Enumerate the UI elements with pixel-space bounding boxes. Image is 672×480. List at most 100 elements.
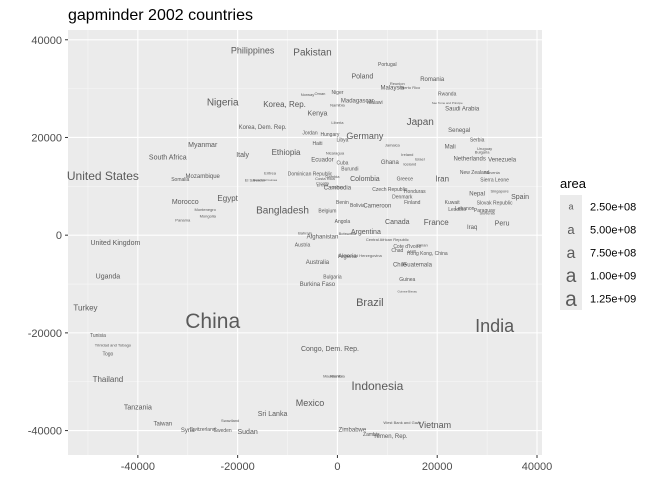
point-label: Netherlands (453, 157, 485, 163)
point-label: Togo (102, 352, 113, 358)
point-label: Ecuador (311, 158, 333, 164)
point-label: Turkey (73, 303, 97, 312)
point-label: Philippines (231, 46, 275, 56)
point-label: Malawi (367, 100, 383, 106)
point-label: Poland (351, 73, 373, 80)
y-axis: -40000 -20000 0 20000 40000 (28, 35, 68, 438)
point-label: Angola (335, 219, 351, 225)
point-label: India (475, 316, 515, 336)
point-label: Greece (397, 177, 414, 183)
point-label: Oman (417, 242, 428, 247)
point-label: Eritrea (317, 183, 330, 188)
point-label: Sao Tome and Principe (432, 101, 463, 105)
point-label: Romania (420, 77, 445, 83)
point-label: Australia (306, 260, 330, 266)
legend-entries: a 2.50e+08 a 5.00e+08 a 7.50e+08 a 1.00e+09 a 1.2… (560, 195, 636, 311)
point-label: France (424, 218, 449, 227)
legend-entry-label: 5.00e+08 (590, 225, 636, 237)
point-label: Oman (315, 91, 326, 96)
point-label: Kenya (308, 110, 328, 117)
point-label: Equatorial Guinea (253, 178, 277, 182)
point-label: Liberia (331, 120, 344, 125)
point-label: Guatemala (403, 263, 433, 269)
point-label: Zambia (363, 432, 380, 438)
point-label: Eritrea (264, 171, 277, 176)
point-label: Jordan (302, 130, 318, 136)
point-label: Algeria (338, 254, 357, 260)
point-label: Thailand (93, 375, 124, 384)
point-label: United States (67, 169, 139, 183)
point-label: Libya (336, 138, 348, 144)
point-label: Zimbabwe (339, 428, 367, 434)
point-label: Canada (385, 219, 410, 226)
legend-title: area (560, 176, 587, 191)
point-label: Cuba (336, 161, 348, 167)
point-label: Morocco (172, 199, 199, 206)
legend-key (560, 264, 582, 287)
y-tick-label: 40000 (31, 35, 62, 47)
point-label: Norway (301, 92, 315, 97)
legend-key-glyph: a (565, 288, 577, 311)
y-tick-label: 0 (56, 230, 62, 242)
point-label: Germany (346, 131, 384, 141)
point-label: Kuwait (445, 200, 461, 206)
point-label: Iran (435, 174, 449, 183)
point-label: Haiti (312, 141, 322, 147)
point-label: Trinidad and Tobago (95, 342, 132, 347)
x-tick-label: -40000 (121, 461, 155, 473)
point-label: United Kingdom (90, 240, 140, 247)
point-label: Belgium (318, 208, 336, 214)
point-label: Sierra Leone (480, 178, 509, 184)
point-label: Puerto Rico (399, 85, 421, 90)
legend-key-glyph: a (566, 266, 577, 287)
point-label: Korea, Dem. Rep. (239, 125, 287, 131)
point-label: Niger (331, 90, 343, 96)
point-label: Chile (393, 263, 407, 269)
point-label: Tanzania (124, 405, 152, 412)
point-label: Botswana (339, 231, 357, 236)
y-tick-label: -20000 (28, 328, 62, 340)
point-label: Rwanda (438, 91, 457, 97)
point-label: Serbia (470, 138, 485, 144)
point-label: Taiwan (153, 421, 172, 427)
point-label: Namibia (330, 103, 345, 108)
point-label: Pakistan (293, 47, 331, 58)
point-label: Nepal (469, 191, 485, 197)
point-label: Slovak Republic (477, 201, 513, 207)
x-tick-label: 20000 (422, 461, 453, 473)
point-label: Bangladesh (256, 205, 309, 216)
point-label: Somalia (171, 177, 189, 183)
point-label: Uganda (96, 274, 121, 281)
point-label: Montenegro (195, 207, 217, 212)
point-label: Cote d'Ivoire (393, 244, 421, 250)
x-tick-label: 0 (334, 461, 340, 473)
point-label: Lesotho (448, 207, 466, 213)
point-label: Slovenia (479, 211, 495, 216)
legend-entry-label: 1.25e+09 (590, 294, 636, 306)
point-label: Venezuela (488, 158, 517, 164)
point-label: Guinea (399, 277, 415, 283)
point-label: Iraq (467, 225, 477, 231)
data-points: China India United States Indonesia Brazil Pa… (67, 46, 529, 440)
point-label: South Africa (149, 154, 187, 161)
point-label: Singapore (490, 189, 509, 194)
y-tick-label: -40000 (28, 426, 62, 438)
point-label: Madagascar (341, 98, 374, 104)
point-label: Guinea-Bissau (397, 289, 417, 293)
x-tick-label: 40000 (522, 461, 553, 473)
point-label: Mongolia (200, 214, 217, 219)
point-label: Panama (175, 217, 191, 222)
point-label: Mauritania (323, 373, 342, 378)
legend-key-glyph: a (567, 222, 575, 237)
point-label: Senegal (448, 128, 470, 134)
legend: area a 2.50e+08 a 5.00e+08 a 7.50e+08 a 1.00e+0… (560, 176, 636, 311)
point-label: Korea, Rep. (263, 100, 306, 109)
point-label: New Zealand (460, 170, 490, 176)
point-label: El Salvador (245, 177, 266, 182)
point-label: Portugal (378, 62, 397, 68)
point-label: Burkina Faso (300, 282, 336, 288)
point-label: Hong Kong, China (407, 251, 448, 257)
point-label: Benin (336, 200, 349, 206)
point-label: Austria (295, 243, 311, 249)
